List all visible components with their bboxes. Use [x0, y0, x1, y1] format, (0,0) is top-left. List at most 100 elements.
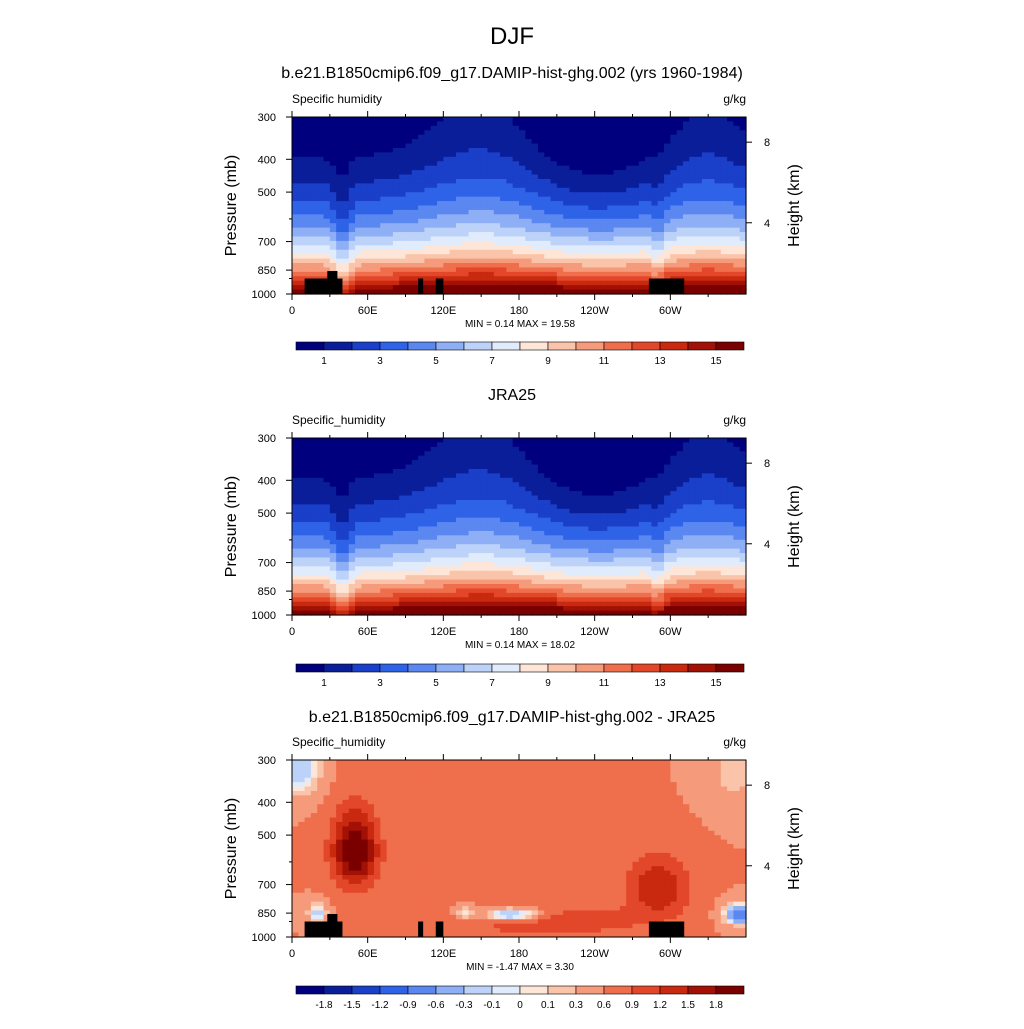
heatmap-cell — [588, 152, 595, 157]
heatmap-cell — [544, 183, 551, 188]
heatmap-cell — [317, 465, 324, 470]
heatmap-cell — [292, 232, 299, 237]
heatmap-cell — [702, 473, 709, 478]
heatmap-cell — [475, 465, 482, 470]
heatmap-cell — [324, 456, 331, 461]
heatmap-cell — [569, 473, 576, 478]
heatmap-cell — [670, 527, 677, 532]
heatmap-cell — [349, 473, 356, 478]
heatmap-cell — [639, 456, 646, 461]
heatmap-cell — [456, 232, 463, 237]
heatmap-cell — [626, 465, 633, 470]
heatmap-cell — [311, 482, 318, 487]
heatmap-cell — [355, 175, 362, 180]
heatmap-cell — [406, 513, 413, 518]
heatmap-cell — [494, 500, 501, 505]
heatmap-cell — [481, 473, 488, 478]
heatmap-cell — [714, 117, 721, 122]
heatmap-cell — [569, 263, 576, 268]
heatmap-cell — [481, 161, 488, 166]
heatmap-cell — [412, 170, 419, 175]
heatmap-cell — [342, 504, 349, 509]
heatmap-cell — [733, 197, 740, 202]
heatmap-cell — [696, 451, 703, 456]
heatmap-cell — [696, 549, 703, 554]
heatmap-cell — [355, 192, 362, 197]
heatmap-cell — [658, 465, 665, 470]
heatmap-cell — [538, 487, 545, 492]
heatmap-cell — [519, 117, 526, 122]
heatmap-cell — [456, 487, 463, 492]
heatmap-cell — [588, 175, 595, 180]
heatmap-cell — [487, 228, 494, 233]
heatmap-cell — [305, 491, 312, 496]
heatmap-cell — [513, 228, 520, 233]
heatmap-cell — [469, 152, 476, 157]
heatmap-cell — [387, 170, 394, 175]
heatmap-cell — [721, 451, 728, 456]
heatmap-cell — [462, 276, 469, 281]
heatmap-cell — [305, 549, 312, 554]
heatmap-cell — [595, 228, 602, 233]
heatmap-cell — [651, 267, 658, 272]
heatmap-cell — [298, 535, 305, 540]
heatmap-cell — [651, 553, 658, 558]
heatmap-cell — [368, 491, 375, 496]
heatmap-cell — [664, 223, 671, 228]
heatmap-cell — [437, 549, 444, 554]
heatmap-cell — [368, 254, 375, 259]
heatmap-cell — [387, 148, 394, 153]
heatmap-cell — [645, 500, 652, 505]
heatmap-cell — [412, 117, 419, 122]
heatmap-cell — [588, 201, 595, 206]
heatmap-cell — [368, 549, 375, 554]
heatmap-cell — [481, 245, 488, 250]
heatmap-cell — [620, 527, 627, 532]
heatmap-cell — [424, 170, 431, 175]
heatmap-cell — [500, 197, 507, 202]
heatmap-cell — [456, 522, 463, 527]
heatmap-cell — [336, 157, 343, 162]
heatmap-cell — [393, 535, 400, 540]
heatmap-cell — [450, 157, 457, 162]
heatmap-cell — [683, 121, 690, 126]
heatmap-cell — [317, 201, 324, 206]
heatmap-cell — [614, 170, 621, 175]
heatmap-cell — [721, 553, 728, 558]
heatmap-cell — [721, 139, 728, 144]
heatmap-cell — [437, 438, 444, 443]
heatmap-cell — [538, 130, 545, 135]
heatmap-cell — [664, 152, 671, 157]
heatmap-cell — [317, 438, 324, 443]
heatmap-cell — [399, 232, 406, 237]
heatmap-cell — [374, 513, 381, 518]
heatmap-cell — [494, 179, 501, 184]
heatmap-cell — [563, 214, 570, 219]
heatmap-cell — [727, 192, 734, 197]
heatmap-cell — [380, 148, 387, 153]
heatmap-cell — [481, 478, 488, 483]
heatmap-cell — [393, 206, 400, 211]
heatmap-cell — [305, 544, 312, 549]
heatmap-cell — [481, 157, 488, 162]
heatmap-cell — [380, 487, 387, 492]
heatmap-cell — [544, 522, 551, 527]
heatmap-cell — [336, 562, 343, 567]
heatmap-cell — [481, 152, 488, 157]
heatmap-cell — [418, 259, 425, 264]
heatmap-cell — [494, 482, 501, 487]
heatmap-cell — [456, 192, 463, 197]
heatmap-cell — [525, 263, 532, 268]
heatmap-cell — [519, 135, 526, 140]
heatmap-cell — [330, 219, 337, 224]
heatmap-cell — [513, 465, 520, 470]
heatmap-cell — [349, 121, 356, 126]
heatmap-cell — [689, 281, 696, 286]
heatmap-cell — [387, 232, 394, 237]
y-tick-label: 850 — [258, 265, 276, 277]
heatmap-cell — [487, 531, 494, 536]
heatmap-cell — [424, 482, 431, 487]
heatmap-cell — [424, 152, 431, 157]
heatmap-cell — [311, 509, 318, 514]
heatmap-cell — [298, 135, 305, 140]
